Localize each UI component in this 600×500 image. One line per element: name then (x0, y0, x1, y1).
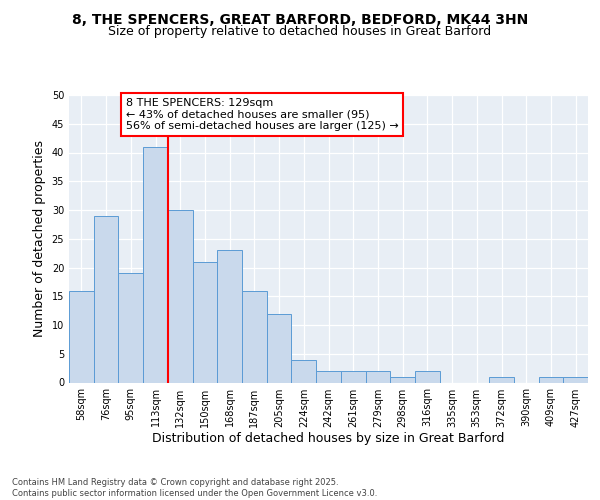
Text: Size of property relative to detached houses in Great Barford: Size of property relative to detached ho… (109, 25, 491, 38)
Bar (69, 290, 94, 382)
Bar (539, 377, 563, 382)
Bar (341, 371, 365, 382)
Bar (316, 371, 341, 382)
Bar (242, 290, 267, 382)
Bar (489, 377, 514, 382)
Bar (193, 262, 217, 382)
Bar (365, 371, 390, 382)
Bar (390, 377, 415, 382)
Text: 8, THE SPENCERS, GREAT BARFORD, BEDFORD, MK44 3HN: 8, THE SPENCERS, GREAT BARFORD, BEDFORD,… (72, 12, 528, 26)
Bar (292, 360, 316, 382)
Bar (168, 210, 193, 382)
Text: Contains HM Land Registry data © Crown copyright and database right 2025.
Contai: Contains HM Land Registry data © Crown c… (12, 478, 377, 498)
Bar (143, 147, 168, 382)
Bar (118, 273, 143, 382)
Bar (217, 250, 242, 382)
Text: 8 THE SPENCERS: 129sqm
← 43% of detached houses are smaller (95)
56% of semi-det: 8 THE SPENCERS: 129sqm ← 43% of detached… (126, 98, 398, 131)
Bar (94, 216, 118, 382)
Bar (415, 371, 440, 382)
Bar (563, 377, 588, 382)
Y-axis label: Number of detached properties: Number of detached properties (33, 140, 46, 337)
X-axis label: Distribution of detached houses by size in Great Barford: Distribution of detached houses by size … (152, 432, 505, 446)
Bar (267, 314, 292, 382)
